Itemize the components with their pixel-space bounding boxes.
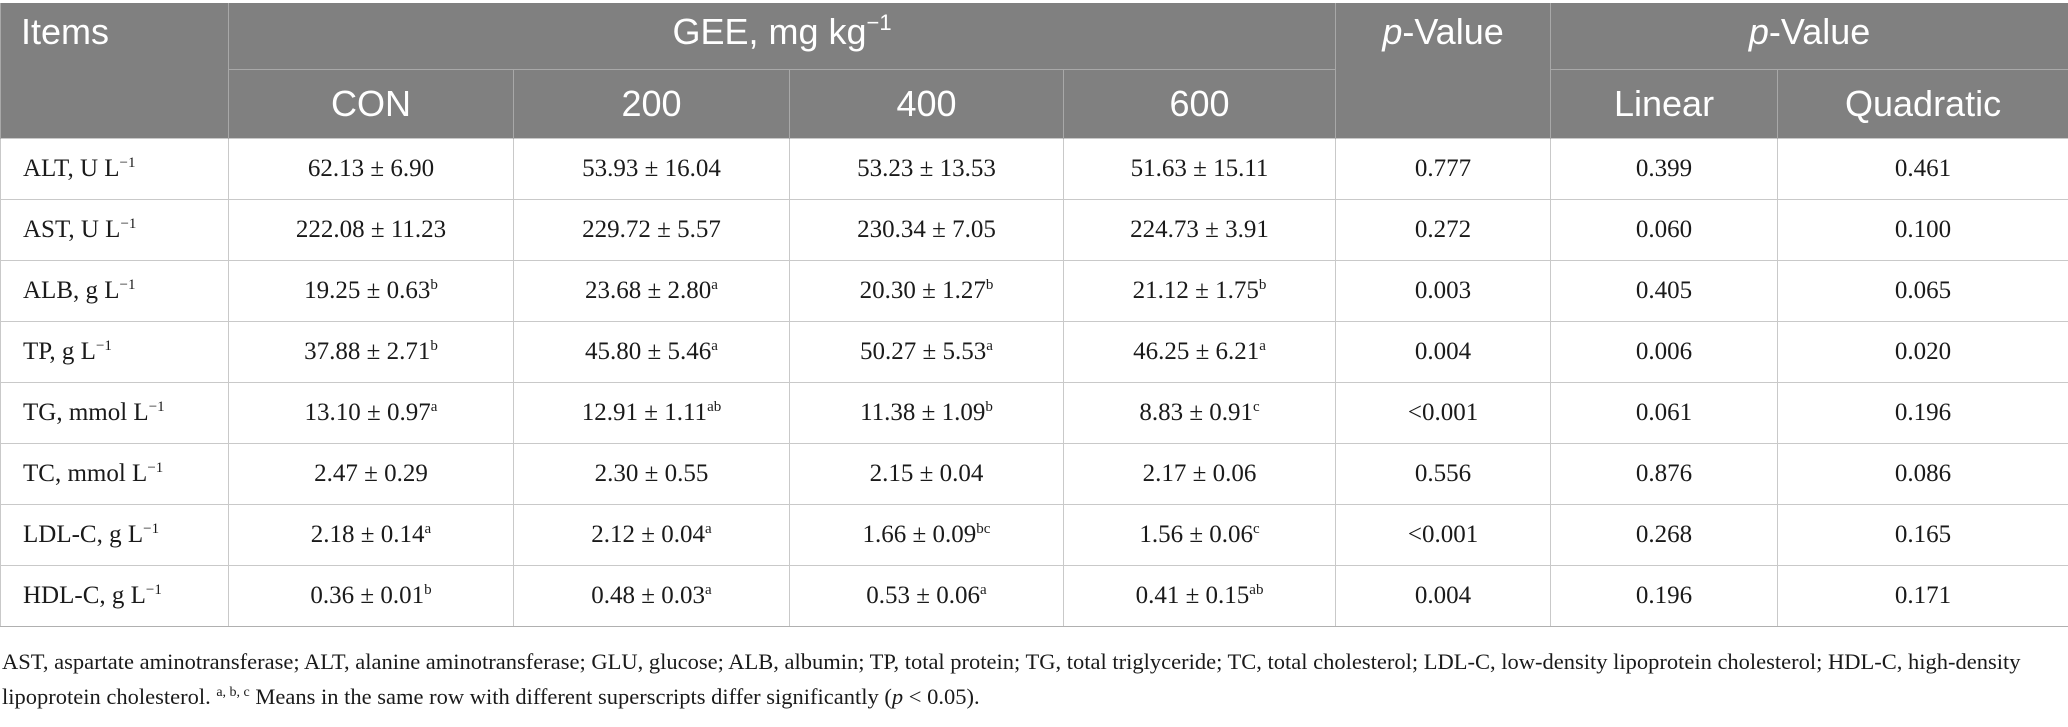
- cell-p-value: <0.001: [1335, 381, 1552, 444]
- cell-p-value: 0.556: [1335, 442, 1552, 505]
- cell-400: 230.34 ± 7.05: [789, 198, 1064, 261]
- table-row: TP, g L−1 37.88 ± 2.71b 45.80 ± 5.46a 50.27…: [0, 320, 2068, 383]
- cell-200: 2.30 ± 0.55: [513, 442, 790, 505]
- row-label: LDL-C, g L−1: [0, 503, 229, 566]
- table-footnote: AST, aspartate aminotransferase; ALT, al…: [2, 649, 2021, 709]
- cell-con: 0.36 ± 0.01b: [228, 564, 514, 627]
- cell-400: 20.30 ± 1.27b: [789, 259, 1064, 322]
- table-container: Items GEE, mg kg−1 p-Value p-Value CON 2…: [0, 3, 2068, 627]
- cell-200: 12.91 ± 1.11ab: [513, 381, 790, 444]
- cell-quadratic: 0.196: [1777, 381, 2068, 444]
- cell-p-value: 0.003: [1335, 259, 1552, 322]
- cell-linear: 0.399: [1550, 137, 1779, 200]
- row-label: AST, U L−1: [0, 198, 229, 261]
- header-200: 200: [513, 68, 790, 138]
- cell-600: 1.56 ± 0.06c: [1062, 503, 1337, 566]
- cell-400: 50.27 ± 5.53a: [789, 320, 1064, 383]
- cell-quadratic: 0.100: [1777, 198, 2068, 261]
- cell-linear: 0.405: [1550, 259, 1779, 322]
- cell-200: 23.68 ± 2.80a: [513, 259, 790, 322]
- cell-quadratic: 0.020: [1777, 320, 2068, 383]
- cell-con: 2.47 ± 0.29: [228, 442, 514, 505]
- header-gee: GEE, mg kg−1: [227, 3, 1337, 69]
- cell-con: 2.18 ± 0.14a: [228, 503, 514, 566]
- cell-200: 229.72 ± 5.57: [513, 198, 790, 261]
- cell-quadratic: 0.461: [1777, 137, 2068, 200]
- cell-600: 51.63 ± 15.11: [1062, 137, 1337, 200]
- cell-p-value: 0.004: [1335, 320, 1552, 383]
- table-body: ALT, U L−1 62.13 ± 6.90 53.93 ± 16.04 53.23…: [0, 137, 2068, 627]
- cell-quadratic: 0.065: [1777, 259, 2068, 322]
- row-label: TP, g L−1: [0, 320, 229, 383]
- header-400: 400: [789, 68, 1064, 138]
- cell-con: 13.10 ± 0.97a: [228, 381, 514, 444]
- cell-con: 37.88 ± 2.71b: [228, 320, 514, 383]
- cell-con: 19.25 ± 0.63b: [228, 259, 514, 322]
- row-label: ALB, g L−1: [0, 259, 229, 322]
- cell-p-value: 0.777: [1335, 137, 1552, 200]
- cell-600: 46.25 ± 6.21a: [1062, 320, 1337, 383]
- cell-600: 2.17 ± 0.06: [1062, 442, 1337, 505]
- cell-600: 0.41 ± 0.15ab: [1062, 564, 1337, 627]
- table-row: ALB, g L−1 19.25 ± 0.63b 23.68 ± 2.80a 20.3…: [0, 259, 2068, 322]
- table-row: TG, mmol L−1 13.10 ± 0.97a 12.91 ± 1.11ab 1…: [0, 381, 2068, 444]
- cell-linear: 0.061: [1550, 381, 1779, 444]
- cell-linear: 0.196: [1550, 564, 1779, 627]
- cell-400: 1.66 ± 0.09bc: [789, 503, 1064, 566]
- cell-600: 224.73 ± 3.91: [1062, 198, 1337, 261]
- cell-600: 21.12 ± 1.75b: [1062, 259, 1337, 322]
- row-label: TG, mmol L−1: [0, 381, 229, 444]
- cell-600: 8.83 ± 0.91c: [1062, 381, 1337, 444]
- table-row: HDL-C, g L−1 0.36 ± 0.01b 0.48 ± 0.03a 0.53…: [0, 564, 2068, 627]
- cell-400: 0.53 ± 0.06a: [789, 564, 1064, 627]
- data-table: Items GEE, mg kg−1 p-Value p-Value CON 2…: [0, 3, 2068, 627]
- table-row: ALT, U L−1 62.13 ± 6.90 53.93 ± 16.04 53.23…: [0, 137, 2068, 200]
- row-label: ALT, U L−1: [0, 137, 229, 200]
- header-items: Items: [0, 3, 229, 138]
- cell-p-value: 0.004: [1335, 564, 1552, 627]
- cell-quadratic: 0.171: [1777, 564, 2068, 627]
- cell-200: 45.80 ± 5.46a: [513, 320, 790, 383]
- cell-400: 53.23 ± 13.53: [789, 137, 1064, 200]
- cell-200: 53.93 ± 16.04: [513, 137, 790, 200]
- header-p-value: p-Value: [1335, 3, 1552, 138]
- cell-p-value: <0.001: [1335, 503, 1552, 566]
- table-header: Items GEE, mg kg−1 p-Value p-Value CON 2…: [0, 3, 2068, 138]
- cell-quadratic: 0.165: [1777, 503, 2068, 566]
- header-linear: Linear: [1550, 68, 1779, 138]
- cell-p-value: 0.272: [1335, 198, 1552, 261]
- cell-con: 222.08 ± 11.23: [228, 198, 514, 261]
- header-p-value-contrast: p-Value: [1550, 3, 2068, 69]
- row-label: TC, mmol L−1: [0, 442, 229, 505]
- table-row: TC, mmol L−1 2.47 ± 0.29 2.30 ± 0.55 2.15 ±…: [0, 442, 2068, 505]
- row-label: HDL-C, g L−1: [0, 564, 229, 627]
- cell-200: 2.12 ± 0.04a: [513, 503, 790, 566]
- cell-400: 2.15 ± 0.04: [789, 442, 1064, 505]
- cell-linear: 0.006: [1550, 320, 1779, 383]
- cell-200: 0.48 ± 0.03a: [513, 564, 790, 627]
- cell-quadratic: 0.086: [1777, 442, 2068, 505]
- cell-400: 11.38 ± 1.09b: [789, 381, 1064, 444]
- cell-con: 62.13 ± 6.90: [228, 137, 514, 200]
- header-quadratic: Quadratic: [1777, 68, 2068, 138]
- cell-linear: 0.268: [1550, 503, 1779, 566]
- cell-linear: 0.060: [1550, 198, 1779, 261]
- header-600: 600: [1062, 68, 1337, 138]
- table-row: AST, U L−1 222.08 ± 11.23 229.72 ± 5.57 230…: [0, 198, 2068, 261]
- table-row: LDL-C, g L−1 2.18 ± 0.14a 2.12 ± 0.04a 1.66…: [0, 503, 2068, 566]
- header-con: CON: [228, 68, 514, 138]
- cell-linear: 0.876: [1550, 442, 1779, 505]
